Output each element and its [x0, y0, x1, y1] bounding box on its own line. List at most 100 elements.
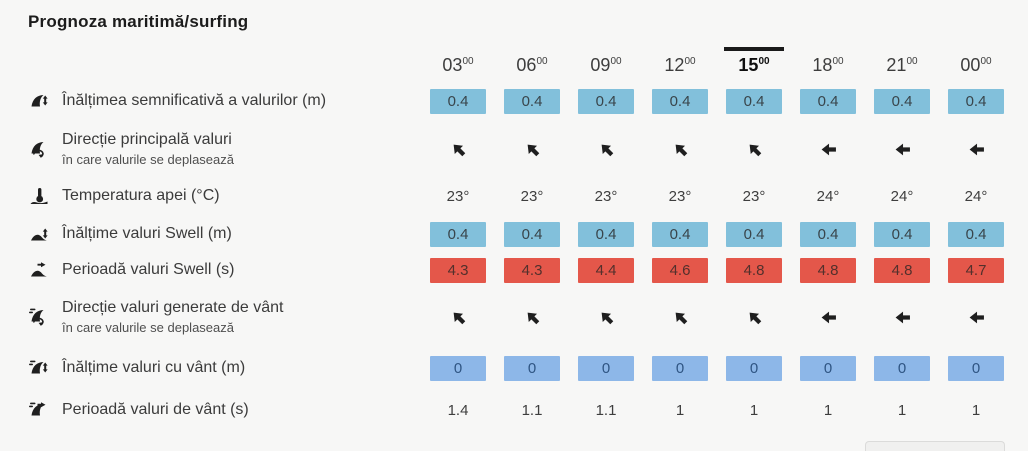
sig-wave-height-value: 0.4 [652, 88, 708, 114]
wind-wave-height-value: 0 [652, 355, 708, 381]
time-header-09[interactable]: 0900 [569, 47, 643, 80]
wind-wave-period-value: 1.1 [595, 401, 617, 419]
swell-period-value: 4.3 [430, 257, 486, 283]
time-header-15-selected[interactable]: 1500 [717, 47, 791, 80]
water-temp-value: 23° [446, 187, 470, 205]
wind-wave-period-value: 1 [823, 401, 833, 419]
wind-wave-period-value: 1.4 [447, 401, 469, 419]
wind-wave-height-value: 0 [430, 355, 486, 381]
swell-period-value: 4.8 [726, 257, 782, 283]
row-label-text: Perioadă valuri de vânt (s) [62, 401, 249, 418]
wind-wave-period-value: 1 [897, 401, 907, 419]
row-label-text: Înălțime valuri cu vânt (m) [62, 359, 246, 376]
wind-wave-height-value: 0 [578, 355, 634, 381]
swell-period-value: 4.6 [652, 257, 708, 283]
wind-wave-direction-arrow [598, 309, 615, 326]
time-marker [650, 47, 710, 51]
wave-direction-arrow [820, 141, 837, 158]
water-temp-value: 24° [890, 187, 914, 205]
time-header-row: 0300 0600 0900 1200 1500 1800 2100 0000 [0, 32, 1028, 80]
swell-period-value: 4.3 [504, 257, 560, 283]
swell-height-value: 0.4 [800, 221, 856, 247]
sig-wave-height-value: 0.4 [726, 88, 782, 114]
wind-wave-height-value: 0 [874, 355, 930, 381]
wind-wave-direction-arrow [968, 309, 985, 326]
wave-direction-arrow [598, 141, 615, 158]
row-label-text: Direcție principală valuri [62, 131, 232, 149]
wind-wave-direction-arrow [746, 309, 763, 326]
row-label-text: Temperatura apei (°C) [62, 187, 220, 204]
row-swell-height: Înălțime valuri Swell (m) 0.4 0.4 0.4 0.… [0, 216, 1028, 252]
wind-wave-period-value: 1 [749, 401, 759, 419]
wind-wave-height-value: 0 [800, 355, 856, 381]
wind-wave-direction-arrow [672, 309, 689, 326]
sig-wave-height-value: 0.4 [578, 88, 634, 114]
row-water-temperature: Temperatura apei (°C) 23° 23° 23° 23° 23… [0, 176, 1028, 216]
time-header-03[interactable]: 0300 [421, 47, 495, 80]
water-temp-value: 23° [594, 187, 618, 205]
water-temp-value: 23° [668, 187, 692, 205]
time-marker [872, 47, 932, 51]
swell-height-value: 0.4 [948, 221, 1004, 247]
time-marker [576, 47, 636, 51]
wave-direction-arrow [524, 141, 541, 158]
time-header-06[interactable]: 0600 [495, 47, 569, 80]
swell-height-value: 0.4 [652, 221, 708, 247]
row-label-text: Înălțime valuri Swell (m) [62, 225, 232, 242]
time-header-21[interactable]: 2100 [865, 47, 939, 80]
wind-wave-height-icon [28, 358, 52, 378]
swell-period-value: 4.8 [874, 257, 930, 283]
wave-direction-icon [28, 138, 52, 160]
wind-wave-direction-arrow [820, 309, 837, 326]
water-temp-value: 24° [964, 187, 988, 205]
row-label-text: Perioadă valuri Swell (s) [62, 261, 235, 278]
wind-wave-direction-icon [28, 306, 52, 328]
row-label: Înălțime valuri Swell (m) [0, 224, 421, 244]
selected-time-marker [724, 47, 784, 51]
row-wind-wave-height: Înălțime valuri cu vânt (m) 0 0 0 0 0 0 … [0, 346, 1028, 390]
swell-height-icon [28, 224, 52, 244]
wave-direction-arrow [968, 141, 985, 158]
sig-wave-height-value: 0.4 [430, 88, 486, 114]
wave-height-icon [28, 91, 52, 111]
wind-wave-height-value: 0 [948, 355, 1004, 381]
wave-direction-arrow [894, 141, 911, 158]
water-temp-value: 23° [520, 187, 544, 205]
row-label: Temperatura apei (°C) [0, 186, 421, 206]
wave-direction-arrow [450, 141, 467, 158]
time-marker [502, 47, 562, 51]
time-header-12[interactable]: 1200 [643, 47, 717, 80]
sig-wave-height-value: 0.4 [874, 88, 930, 114]
time-header-18[interactable]: 1800 [791, 47, 865, 80]
water-temp-value: 24° [816, 187, 840, 205]
wind-wave-direction-arrow [894, 309, 911, 326]
time-marker [428, 47, 488, 51]
time-marker [946, 47, 1006, 51]
row-label: Direcție valuri generate de vânt în care… [0, 298, 421, 336]
time-header-00[interactable]: 0000 [939, 47, 1013, 80]
wind-wave-period-value: 1 [971, 401, 981, 419]
row-label-text: Direcție valuri generate de vânt [62, 299, 284, 317]
water-temp-value: 23° [742, 187, 766, 205]
bottom-right-panel-edge [865, 441, 1005, 451]
sig-wave-height-value: 0.4 [948, 88, 1004, 114]
row-significant-wave-height: Înălțimea semnificativă a valurilor (m) … [0, 80, 1028, 122]
row-label: Perioadă valuri de vânt (s) [0, 400, 421, 420]
swell-height-value: 0.4 [504, 221, 560, 247]
wind-wave-height-value: 0 [726, 355, 782, 381]
row-label: Direcție principală valuri în care valur… [0, 130, 421, 168]
wind-wave-period-value: 1.1 [521, 401, 543, 419]
wave-direction-arrow [672, 141, 689, 158]
swell-period-value: 4.8 [800, 257, 856, 283]
time-marker [798, 47, 858, 51]
wind-wave-period-value: 1 [675, 401, 685, 419]
row-swell-period: Perioadă valuri Swell (s) 4.3 4.3 4.4 4.… [0, 252, 1028, 288]
water-temperature-icon [28, 186, 52, 206]
forecast-table: 0300 0600 0900 1200 1500 1800 2100 0000 … [0, 32, 1028, 430]
wind-wave-direction-arrow [524, 309, 541, 326]
row-sublabel-text: în care valurile se deplasează [62, 320, 234, 336]
wave-direction-arrow [746, 141, 763, 158]
swell-period-value: 4.4 [578, 257, 634, 283]
row-label: Înălțimea semnificativă a valurilor (m) [0, 91, 421, 111]
